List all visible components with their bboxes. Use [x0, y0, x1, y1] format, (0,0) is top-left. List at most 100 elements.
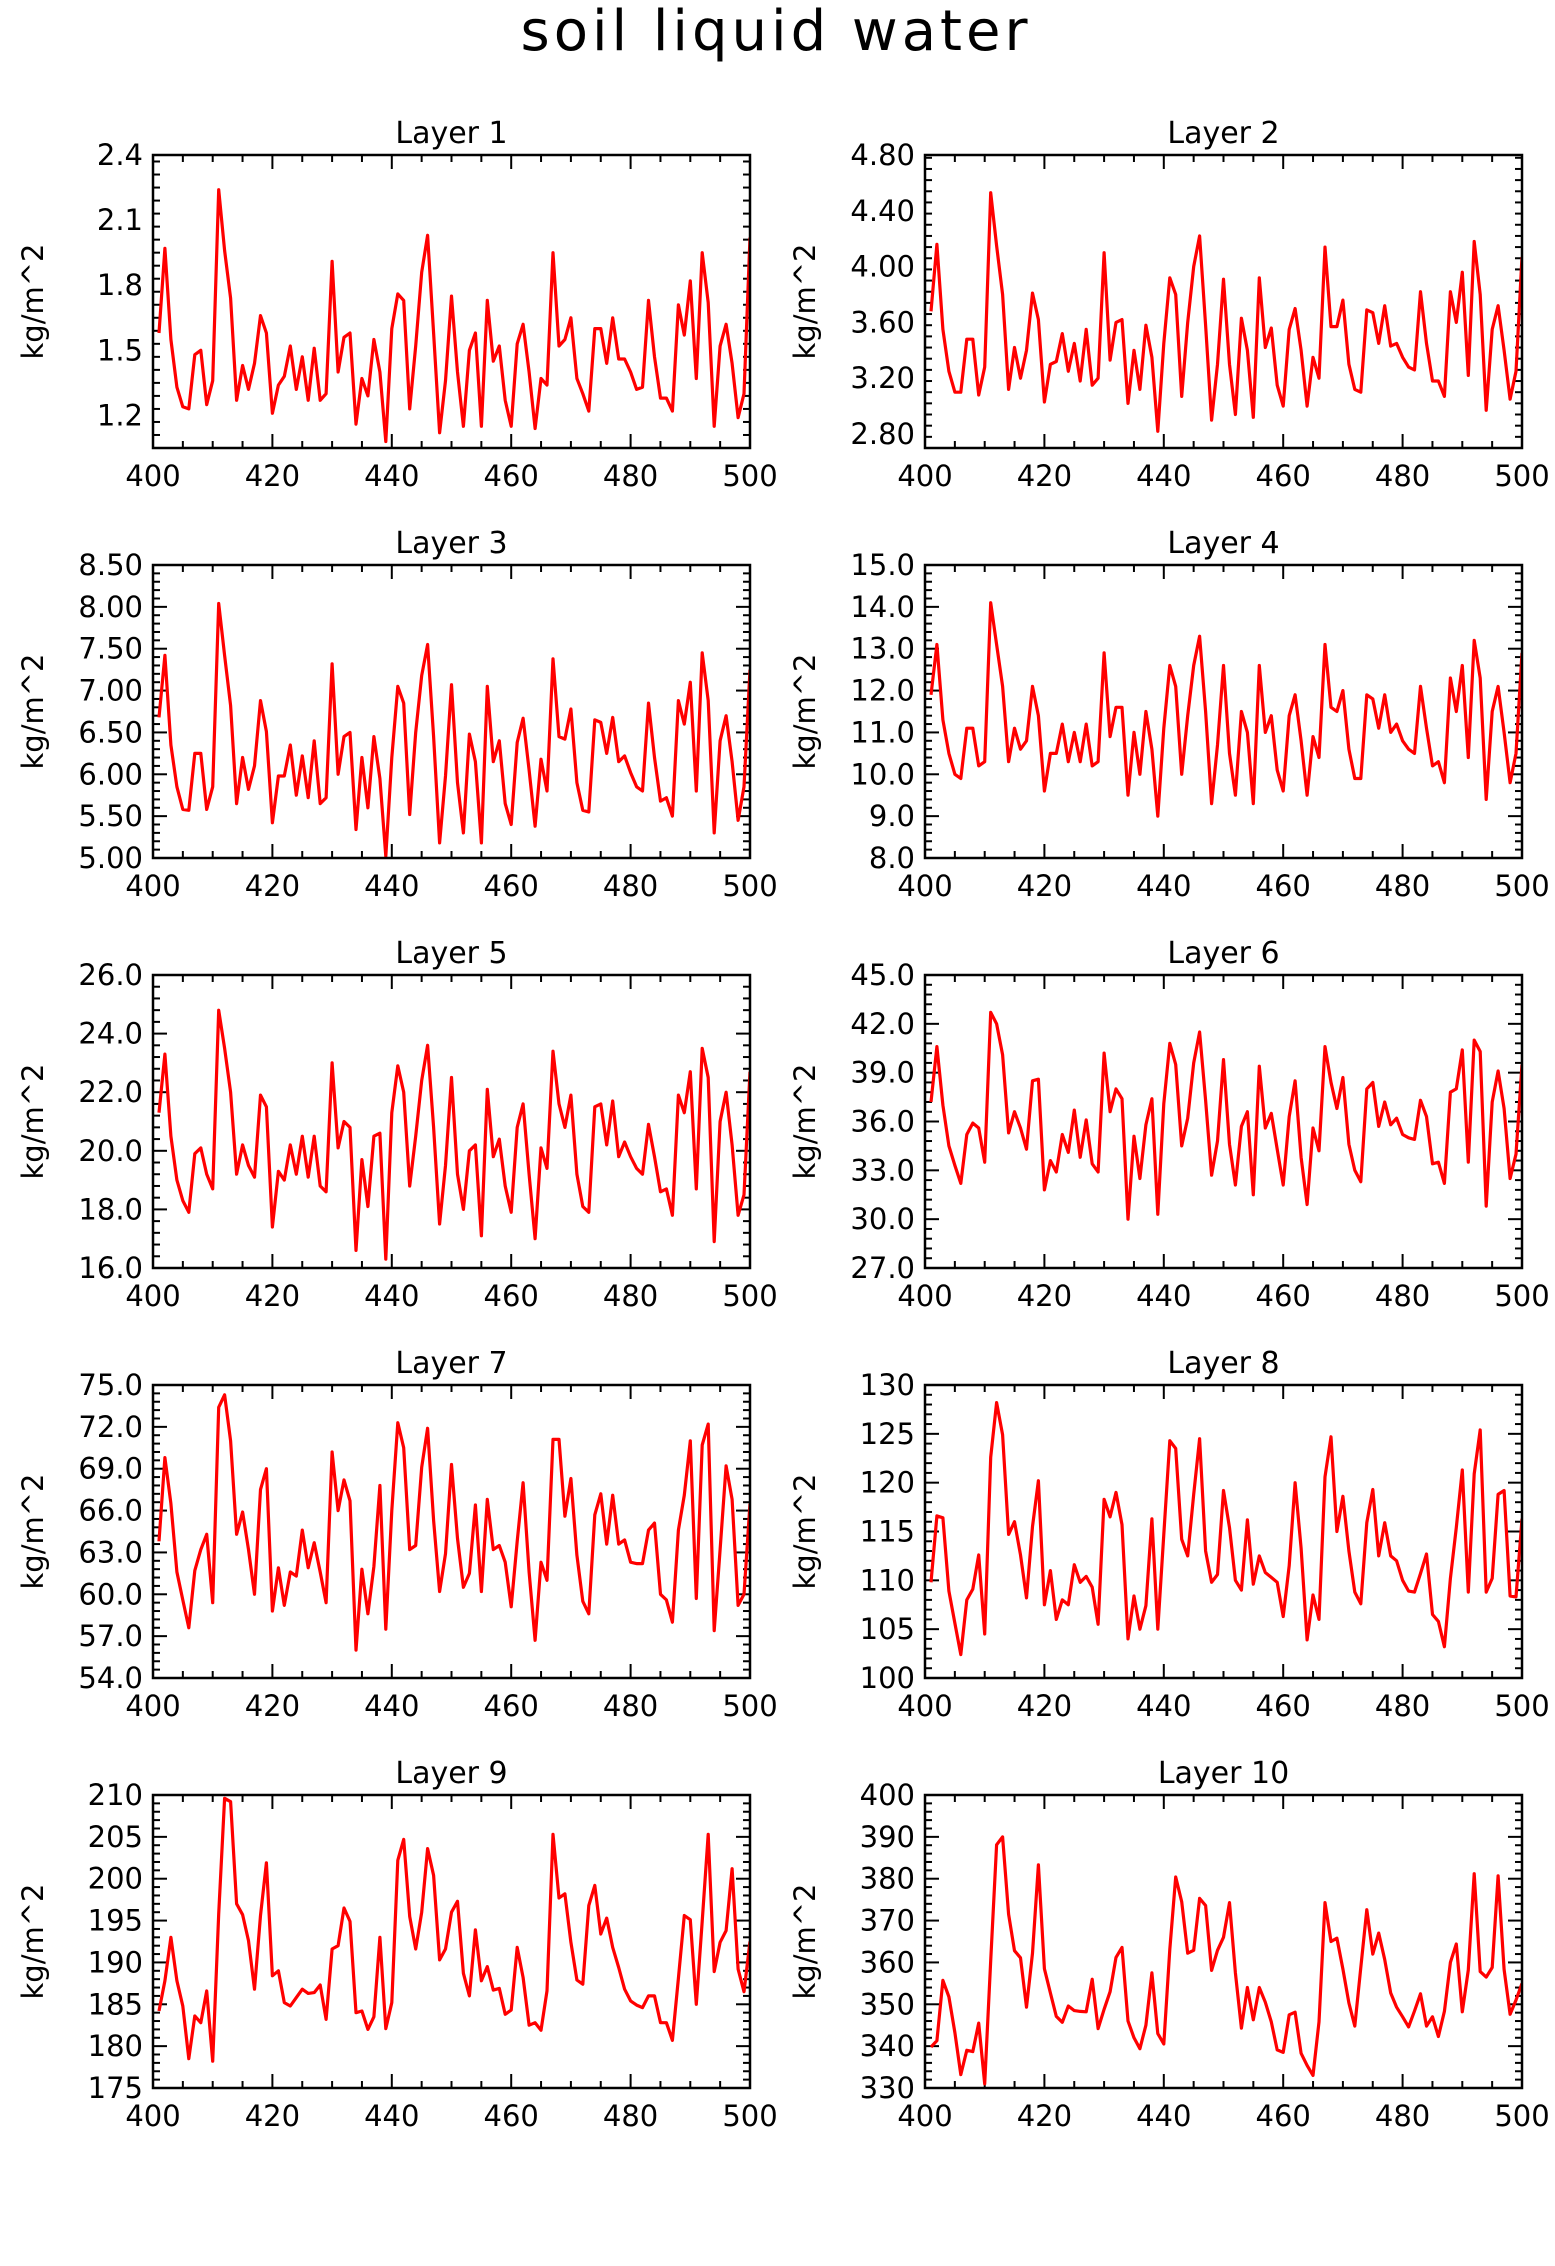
- y-tick-label: 22.0: [78, 1075, 143, 1109]
- y-tick-label: 120: [860, 1466, 915, 1500]
- x-tick-label: 400: [897, 2099, 952, 2133]
- panel-title: Layer 8: [1167, 1346, 1279, 1381]
- y-axis-label: kg/m^2: [16, 244, 50, 360]
- y-tick-label: 115: [860, 1515, 915, 1549]
- y-tick-label: 11.0: [850, 715, 915, 749]
- y-tick-label: 9.0: [869, 799, 915, 833]
- x-tick-label: 440: [364, 459, 419, 493]
- panel-title: Layer 7: [395, 1346, 507, 1381]
- y-axis-label: kg/m^2: [788, 654, 822, 770]
- x-tick-label: 440: [364, 1689, 419, 1723]
- y-tick-label: 2.4: [97, 138, 143, 172]
- y-tick-label: 340: [860, 2029, 915, 2063]
- panel-title: Layer 3: [395, 526, 507, 561]
- y-tick-label: 7.00: [78, 674, 143, 708]
- y-tick-label: 6.50: [78, 715, 143, 749]
- panel-title: Layer 10: [1158, 1756, 1289, 1791]
- x-tick-label: 440: [1136, 459, 1191, 493]
- y-tick-label: 30.0: [850, 1202, 915, 1236]
- y-tick-label: 14.0: [850, 590, 915, 624]
- y-tick-label: 330: [860, 2071, 915, 2105]
- x-tick-label: 460: [484, 2099, 539, 2133]
- y-axis-label: kg/m^2: [788, 244, 822, 360]
- x-tick-label: 460: [484, 1279, 539, 1313]
- y-tick-label: 210: [88, 1778, 143, 1812]
- y-tick-label: 205: [88, 1820, 143, 1854]
- y-tick-label: 15.0: [850, 548, 915, 582]
- x-tick-label: 420: [245, 1689, 300, 1723]
- y-tick-label: 370: [860, 1904, 915, 1938]
- y-tick-label: 400: [860, 1778, 915, 1812]
- panel-layer-10: Layer 10 kg/m^2 400 420 440 460 480 500 330 340 35…: [788, 1756, 1550, 2133]
- y-tick-label: 13.0: [850, 632, 915, 666]
- y-tick-label: 110: [860, 1563, 915, 1597]
- y-tick-label: 42.0: [850, 1007, 915, 1041]
- series-line: [929, 1835, 1522, 2086]
- y-tick-label: 4.40: [850, 194, 915, 228]
- x-tick-label: 500: [722, 1279, 777, 1313]
- y-tick-label: 175: [88, 2071, 143, 2105]
- x-tick-label: 420: [245, 869, 300, 903]
- series-line: [157, 601, 750, 858]
- y-tick-label: 75.0: [78, 1368, 143, 1402]
- plot-frame: [923, 1383, 1524, 1680]
- y-tick-label: 16.0: [78, 1251, 143, 1285]
- y-tick-label: 20.0: [78, 1134, 143, 1168]
- y-tick-label: 18.0: [78, 1192, 143, 1226]
- series-line: [929, 1010, 1522, 1221]
- x-tick-label: 500: [1494, 869, 1549, 903]
- y-tick-label: 360: [860, 1945, 915, 1979]
- x-tick-label: 460: [1256, 2099, 1311, 2133]
- y-tick-label: 66.0: [78, 1494, 143, 1528]
- y-axis-label: kg/m^2: [16, 1064, 50, 1180]
- y-tick-label: 195: [88, 1904, 143, 1938]
- y-tick-label: 12.0: [850, 674, 915, 708]
- y-tick-label: 2.1: [97, 203, 143, 237]
- y-tick-label: 105: [860, 1612, 915, 1646]
- panel-title: Layer 4: [1167, 526, 1279, 561]
- plot-frame: [923, 973, 1524, 1270]
- x-tick-label: 420: [1017, 2099, 1072, 2133]
- series-line: [157, 188, 750, 444]
- x-tick-label: 480: [603, 869, 658, 903]
- y-tick-label: 190: [88, 1945, 143, 1979]
- panels: Layer 1 kg/m^2 400 420 440 460 480 500 1.2 1.5 1.8…: [16, 116, 1550, 2133]
- x-tick-label: 440: [364, 2099, 419, 2133]
- y-tick-label: 45.0: [850, 958, 915, 992]
- y-tick-label: 33.0: [850, 1153, 915, 1187]
- panel-title: Layer 1: [395, 116, 507, 151]
- x-tick-label: 480: [1375, 459, 1430, 493]
- x-tick-label: 480: [603, 1279, 658, 1313]
- x-tick-label: 440: [1136, 2099, 1191, 2133]
- x-tick-label: 480: [1375, 869, 1430, 903]
- x-tick-label: 420: [245, 459, 300, 493]
- panel-layer-1: Layer 1 kg/m^2 400 420 440 460 480 500 1.2 1.5 1.8…: [16, 116, 778, 493]
- y-tick-label: 7.50: [78, 632, 143, 666]
- x-tick-label: 500: [722, 459, 777, 493]
- y-tick-label: 63.0: [78, 1535, 143, 1569]
- y-tick-label: 4.80: [850, 138, 915, 172]
- y-tick-label: 5.50: [78, 799, 143, 833]
- x-tick-label: 460: [484, 869, 539, 903]
- y-tick-label: 1.5: [97, 333, 143, 367]
- x-tick-label: 400: [125, 459, 180, 493]
- y-axis-label: kg/m^2: [788, 1884, 822, 2000]
- y-tick-label: 10.0: [850, 757, 915, 791]
- y-tick-label: 69.0: [78, 1452, 143, 1486]
- x-tick-label: 420: [245, 1279, 300, 1313]
- x-tick-label: 400: [125, 1279, 180, 1313]
- y-tick-label: 1.2: [97, 398, 143, 432]
- x-tick-label: 400: [125, 2099, 180, 2133]
- x-tick-label: 400: [125, 1689, 180, 1723]
- x-tick-label: 460: [484, 459, 539, 493]
- x-tick-label: 480: [1375, 1689, 1430, 1723]
- y-tick-label: 6.00: [78, 757, 143, 791]
- y-axis-label: kg/m^2: [16, 654, 50, 770]
- x-tick-label: 480: [603, 2099, 658, 2133]
- panel-title: Layer 6: [1167, 936, 1279, 971]
- y-tick-label: 125: [860, 1417, 915, 1451]
- y-axis-label: kg/m^2: [16, 1474, 50, 1590]
- y-tick-label: 390: [860, 1820, 915, 1854]
- y-tick-label: 24.0: [78, 1017, 143, 1051]
- x-tick-label: 500: [1494, 1279, 1549, 1313]
